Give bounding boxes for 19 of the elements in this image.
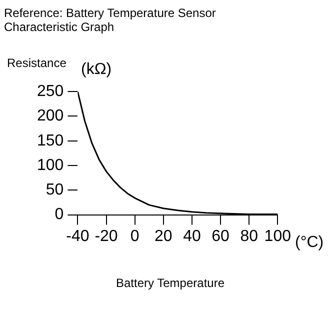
y-tick-label: 150 [36, 132, 64, 150]
y-axis-title: Resistance [7, 56, 66, 70]
x-tick-label: 80 [240, 228, 258, 245]
x-tick-label: 0 [130, 228, 140, 245]
text: (°C) [295, 234, 324, 252]
y-tick-label: 50 [46, 182, 64, 199]
x-tick-label: 100 [264, 228, 292, 245]
chart-title: Reference: Battery Temperature Sensor Characteristic Graph [4, 6, 217, 34]
x-tick-label: -20 [94, 228, 118, 245]
y-tick-label: 200 [36, 108, 64, 125]
x-tick-label: -40 [66, 228, 90, 245]
y-tick-label: 100 [36, 156, 64, 174]
y-tick-label: 250 [36, 83, 64, 100]
x-axis-title: Battery Temperature [116, 276, 224, 290]
x-tick-label: 60 [212, 228, 230, 245]
text: (kΩ) [81, 61, 112, 79]
x-tick-label: 40 [183, 228, 201, 245]
y-tick-label: 0 [54, 206, 64, 224]
x-tick-label: 20 [154, 228, 172, 245]
